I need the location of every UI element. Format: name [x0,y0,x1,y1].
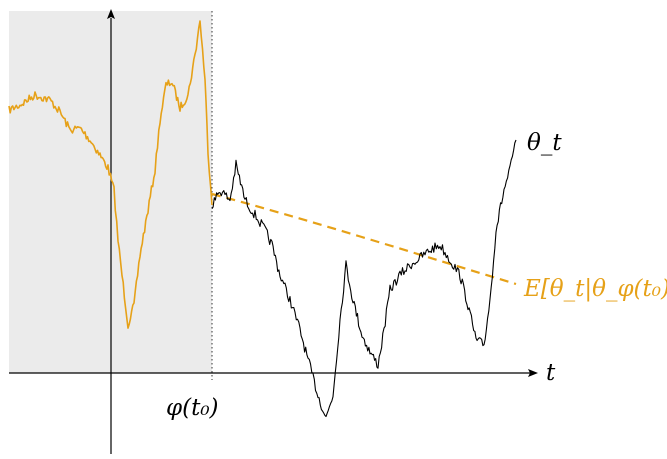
tick-label: φ(t₀) [166,395,219,421]
future-path [211,139,517,418]
value-axis-arrowhead [107,9,115,19]
expectation-label: E[θ_t|θ_φ(t₀)] [523,276,667,302]
time-axis-label: t [546,360,556,386]
time-axis-arrowhead [528,369,538,377]
process-label: θ_t [527,130,562,156]
expectation-curve [211,192,517,286]
past-path [8,20,213,329]
